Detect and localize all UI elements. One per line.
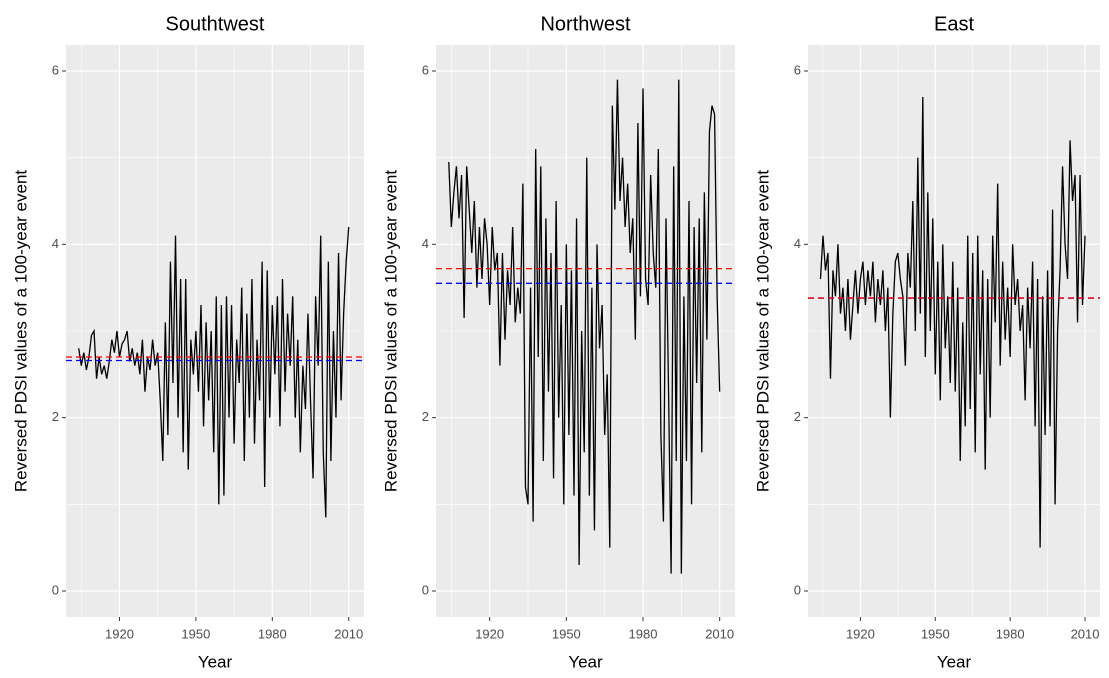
x-tick-label: 1920	[105, 626, 134, 641]
data-line	[78, 226, 350, 518]
y-tick-label: 0	[794, 582, 801, 597]
x-axis-label: Year	[568, 652, 603, 671]
x-tick-label: 1920	[475, 626, 504, 641]
x-tick-label: 2010	[1071, 626, 1100, 641]
x-tick-label: 1980	[996, 626, 1025, 641]
y-tick-label: 0	[52, 582, 59, 597]
x-tick-label: 1950	[181, 626, 210, 641]
y-axis-label: Reversed PDSI values of a 100-year event	[381, 170, 400, 493]
y-tick-label: 6	[794, 62, 801, 77]
x-tick-label: 2010	[705, 626, 734, 641]
y-axis-label: Reversed PDSI values of a 100-year event	[11, 170, 30, 493]
data-line	[448, 79, 721, 574]
x-tick-label: 1950	[921, 626, 950, 641]
y-tick-label: 2	[422, 409, 429, 424]
panel-title: Northwest	[540, 13, 630, 35]
panel-title: Southtwest	[166, 13, 265, 35]
x-axis-label: Year	[198, 652, 233, 671]
x-tick-label: 1980	[629, 626, 658, 641]
y-tick-label: 4	[52, 236, 59, 251]
x-axis-label: Year	[937, 652, 972, 671]
x-tick-label: 1950	[552, 626, 581, 641]
y-tick-label: 6	[422, 62, 429, 77]
x-tick-label: 2010	[334, 626, 363, 641]
panel-title: East	[934, 13, 974, 35]
x-tick-label: 1980	[258, 626, 287, 641]
y-tick-label: 4	[794, 236, 801, 251]
y-tick-label: 0	[422, 582, 429, 597]
y-axis-label: Reversed PDSI values of a 100-year event	[753, 170, 772, 493]
y-tick-label: 2	[794, 409, 801, 424]
x-tick-label: 1920	[846, 626, 875, 641]
data-line	[819, 96, 1086, 548]
y-tick-label: 6	[52, 62, 59, 77]
y-tick-label: 4	[422, 236, 429, 251]
y-tick-label: 2	[52, 409, 59, 424]
